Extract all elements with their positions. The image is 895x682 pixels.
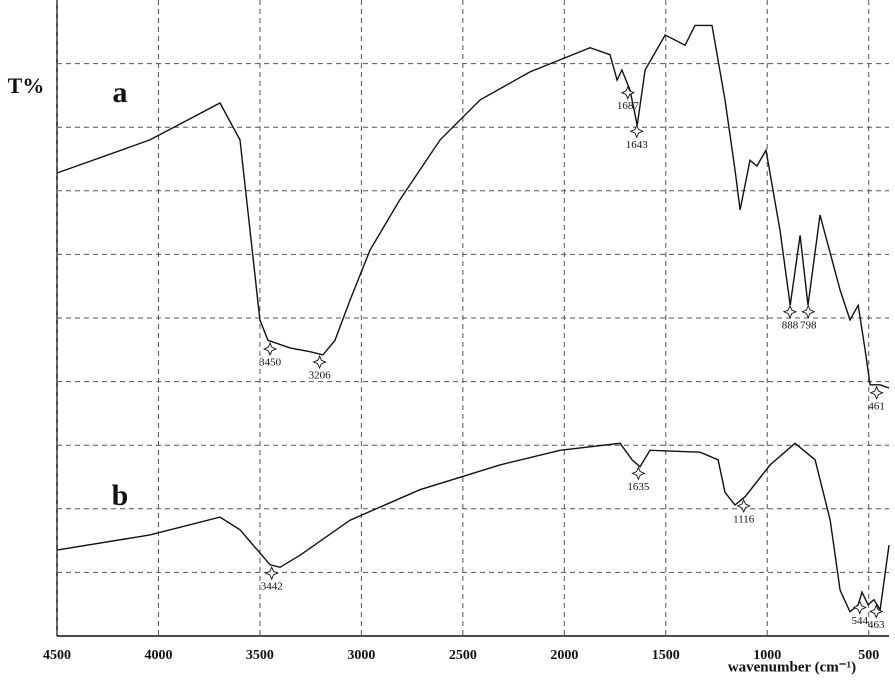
peak-label: 1643 <box>626 139 649 151</box>
x-tick-label: 2500 <box>449 648 477 663</box>
peak-marker <box>852 600 867 615</box>
peak-label: 3206 <box>309 370 332 382</box>
x-tick-label: 4500 <box>43 648 71 663</box>
y-axis-label: T% <box>8 73 45 98</box>
peak-marker <box>620 85 635 100</box>
peak-marker <box>869 604 884 619</box>
x-tick-label: 3000 <box>347 648 375 663</box>
spectrum-line <box>56 24 890 389</box>
x-tick-label: 500 <box>858 648 879 663</box>
x-tick-label: 1500 <box>652 648 680 663</box>
x-tick-label: 3500 <box>246 648 274 663</box>
peak-label: 544 <box>852 615 869 627</box>
series-label: a <box>113 76 128 109</box>
peak-label: 888 <box>782 319 799 331</box>
x-axis-label: wavenumber (cm⁻¹) <box>728 659 856 675</box>
peak-label: 3442 <box>261 581 283 593</box>
peak-label: 1635 <box>627 481 650 493</box>
peak-marker <box>629 124 644 139</box>
series-label: b <box>112 479 129 512</box>
peak-label: 798 <box>800 319 817 331</box>
peak-marker <box>631 466 646 481</box>
peak-label: 461 <box>868 400 885 412</box>
peak-label: 463 <box>868 619 885 631</box>
peak-label: 1116 <box>733 513 755 525</box>
peak-marker <box>262 341 278 357</box>
peak-marker <box>736 498 751 514</box>
x-tick-label: 2000 <box>550 648 578 663</box>
spectrum-line <box>56 442 890 613</box>
peak-label: 3450 <box>259 356 282 368</box>
peak-marker <box>869 385 884 400</box>
peak-marker <box>264 566 279 581</box>
peak-label: 1687 <box>617 100 640 112</box>
peak-marker <box>312 354 327 370</box>
peak-marker <box>782 304 798 319</box>
x-tick-label: 1000 <box>753 648 781 663</box>
x-tick-label: 4000 <box>144 648 172 663</box>
peak-marker <box>801 304 816 319</box>
